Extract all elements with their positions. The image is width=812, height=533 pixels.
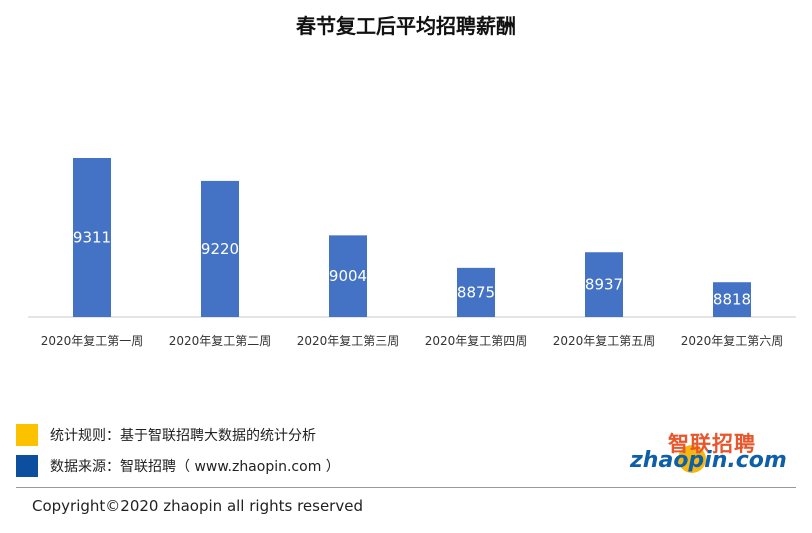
bar-value-label: 8937 xyxy=(585,276,623,294)
category-label: 2020年复工第三周 xyxy=(297,334,400,348)
legend-rule-text: 统计规则：基于智联招聘大数据的统计分析 xyxy=(50,428,316,444)
category-label: 2020年复工第一周 xyxy=(41,334,144,348)
bar-4 xyxy=(457,267,495,317)
logo-en-text: zhaopin.com xyxy=(630,448,787,473)
bar-6 xyxy=(713,282,751,317)
legend-rule: 统计规则：基于智联招聘大数据的统计分析 xyxy=(16,423,316,447)
bar-3 xyxy=(329,235,367,317)
category-label: 2020年复工第六周 xyxy=(681,334,784,348)
bar-value-label: 9220 xyxy=(201,240,239,258)
footer-divider xyxy=(16,487,796,488)
category-label: 2020年复工第五周 xyxy=(553,334,656,348)
category-label: 2020年复工第二周 xyxy=(169,334,272,348)
bar-value-label: 9004 xyxy=(329,267,367,285)
bar-2 xyxy=(201,180,239,317)
logo-cn-text: 智联招聘 xyxy=(668,432,756,456)
chart-title: 春节复工后平均招聘薪酬 xyxy=(296,14,516,38)
bar-chart: 9311 2020年复工第一周 9220 2020年复工第二周 9004 2020年复工第… xyxy=(28,157,796,348)
category-label: 2020年复工第四周 xyxy=(425,334,528,348)
bar-value-label: 8875 xyxy=(457,283,495,301)
legend-source: 数据来源：智联招聘（ www.zhaopin.com ） xyxy=(16,454,340,478)
legend-swatch-yellow xyxy=(16,424,38,446)
bar-5 xyxy=(585,252,623,317)
zhaopin-logo: 智联招聘 zhaopin.com xyxy=(628,428,793,488)
copyright-text: Copyright©2020 zhaopin all rights reserv… xyxy=(32,497,363,515)
bar-value-label: 8818 xyxy=(713,291,751,309)
legend-source-text: 数据来源：智联招聘（ www.zhaopin.com ） xyxy=(50,459,340,475)
bar-1 xyxy=(73,157,111,317)
legend-swatch-blue xyxy=(16,455,38,477)
bar-value-label: 9311 xyxy=(73,228,111,246)
